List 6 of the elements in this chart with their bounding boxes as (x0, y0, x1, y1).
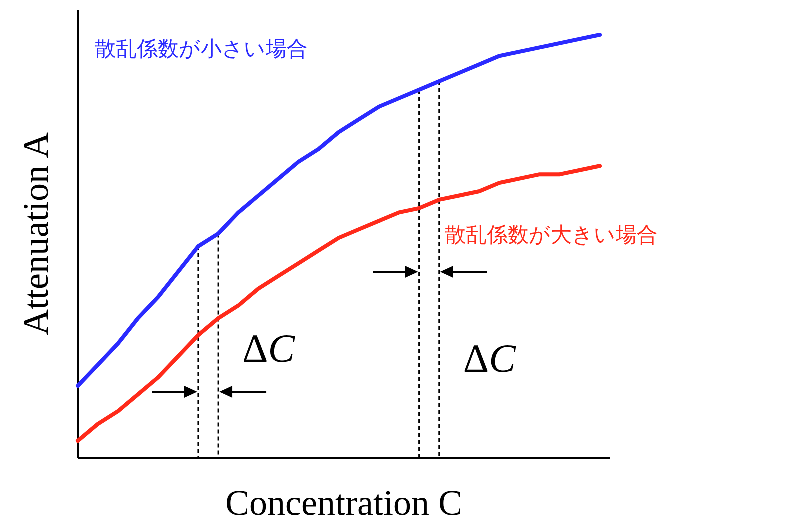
series-label: 散乱係数が大きい場合 (445, 223, 658, 247)
y-axis-title: Attenuation A (16, 132, 56, 336)
text: 散乱係数が小さい場合 (95, 37, 308, 61)
annotation: ΔC (463, 336, 518, 381)
annotation: ΔC (242, 326, 296, 371)
x-axis-title: Concentration C (226, 483, 462, 523)
